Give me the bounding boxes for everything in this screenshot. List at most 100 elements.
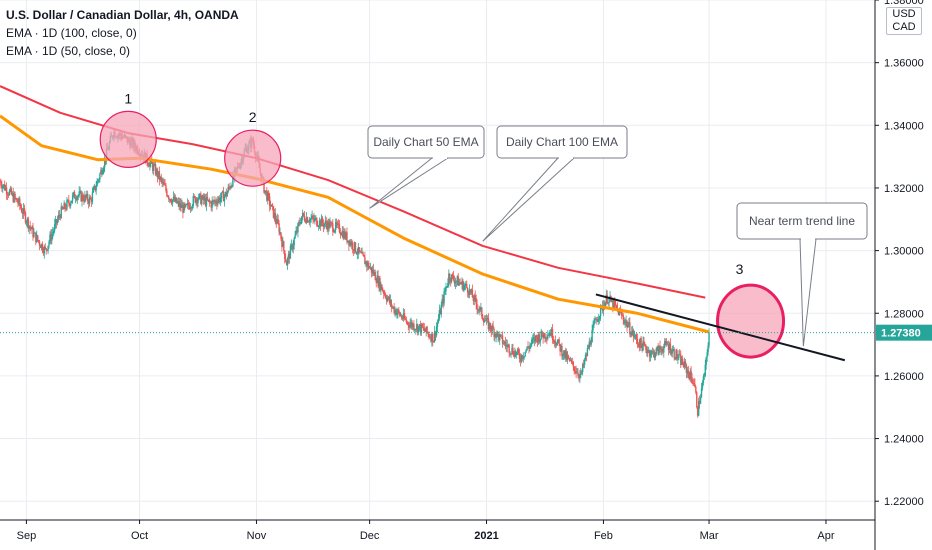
candle-body (622, 315, 624, 320)
candle-body (558, 339, 560, 344)
candle-body (636, 338, 639, 344)
candle-body (303, 215, 306, 221)
candle-body (575, 371, 577, 374)
candle-body (510, 353, 512, 355)
candle-body (615, 304, 618, 309)
candle-body (704, 364, 706, 376)
candle-body (302, 212, 305, 216)
candle-body (386, 298, 389, 301)
candle-body (198, 194, 200, 200)
candle-body (265, 190, 267, 192)
candle-body (356, 253, 359, 255)
candle-body (634, 334, 637, 337)
candle-body (370, 266, 373, 273)
candle-body (573, 366, 575, 372)
candle-body (350, 242, 353, 246)
candle-body (401, 318, 404, 319)
candle-body (48, 241, 50, 246)
candle-body (526, 346, 528, 351)
candle-body (172, 196, 175, 200)
candle-body (692, 382, 694, 384)
candle-body (211, 200, 213, 208)
candle-body (229, 187, 231, 189)
candle-body (267, 192, 269, 201)
candle-body (483, 320, 486, 323)
candle-body (415, 329, 417, 330)
candle-body (209, 201, 211, 203)
candle-body (337, 223, 340, 225)
candle-body (372, 269, 375, 275)
candle-body (585, 354, 588, 356)
candle-body (551, 329, 554, 341)
candle-body (228, 186, 230, 188)
candle-body (451, 274, 454, 276)
candle-body (168, 196, 170, 200)
candle-body (664, 341, 667, 342)
candle-body (389, 300, 392, 303)
candle-body (456, 276, 459, 281)
currency-base: USD (892, 8, 916, 20)
last-price-badge (876, 324, 932, 341)
candle-body (547, 335, 549, 339)
candle-body (39, 245, 42, 249)
candle-body (525, 350, 527, 352)
candle-body (301, 216, 303, 224)
candle-body (19, 198, 21, 206)
x-tick-label: Apr (817, 530, 834, 542)
candle-body (577, 372, 579, 376)
candle-body (576, 372, 578, 374)
candle-body (455, 280, 458, 282)
candle-body (354, 242, 357, 253)
candle-body (177, 201, 179, 203)
candle-body (348, 240, 350, 246)
candle-body (218, 197, 221, 202)
candle-body (611, 300, 613, 302)
candle-body (204, 197, 207, 206)
currency-label[interactable]: USD CAD (886, 7, 922, 35)
candle-body (287, 253, 290, 259)
candle-body (614, 300, 616, 305)
callout-box[interactable] (367, 125, 485, 159)
candle-body (93, 185, 95, 189)
candle-body (192, 196, 194, 206)
candle-body (466, 287, 469, 293)
candle-body (464, 285, 466, 287)
candle-body (664, 341, 666, 347)
candle-body (560, 346, 562, 352)
candle-body (509, 352, 511, 354)
candle-body (466, 283, 468, 288)
candle-body (512, 347, 514, 355)
candle-body (410, 322, 412, 325)
candle-body (515, 351, 517, 355)
candle-body (438, 310, 441, 319)
candle-body (593, 322, 595, 326)
candle-body (18, 198, 20, 204)
candle-body (708, 332, 710, 346)
candle-body (16, 198, 18, 202)
candle-body (485, 317, 488, 321)
candle-body (629, 322, 631, 335)
candle-body (346, 232, 348, 242)
candle-body (324, 220, 326, 224)
candle-body (492, 325, 494, 329)
candle-body (666, 344, 669, 346)
callout-pointer (369, 157, 449, 209)
candle-body (407, 322, 409, 326)
candle-body (341, 230, 343, 236)
candle-body (599, 305, 602, 316)
candle-body (344, 231, 346, 239)
candle-body (699, 397, 702, 404)
candle-body (266, 190, 268, 201)
candle-body (156, 169, 159, 178)
candle-body (196, 198, 198, 204)
candle-body (639, 338, 641, 348)
candle-body (350, 241, 352, 246)
candle-body (578, 375, 580, 378)
candle-body (550, 329, 553, 336)
candle-body (157, 171, 160, 178)
candle-body (32, 226, 34, 237)
trend-line[interactable] (595, 293, 846, 362)
candle-body (667, 344, 670, 350)
candle-body (478, 309, 480, 311)
